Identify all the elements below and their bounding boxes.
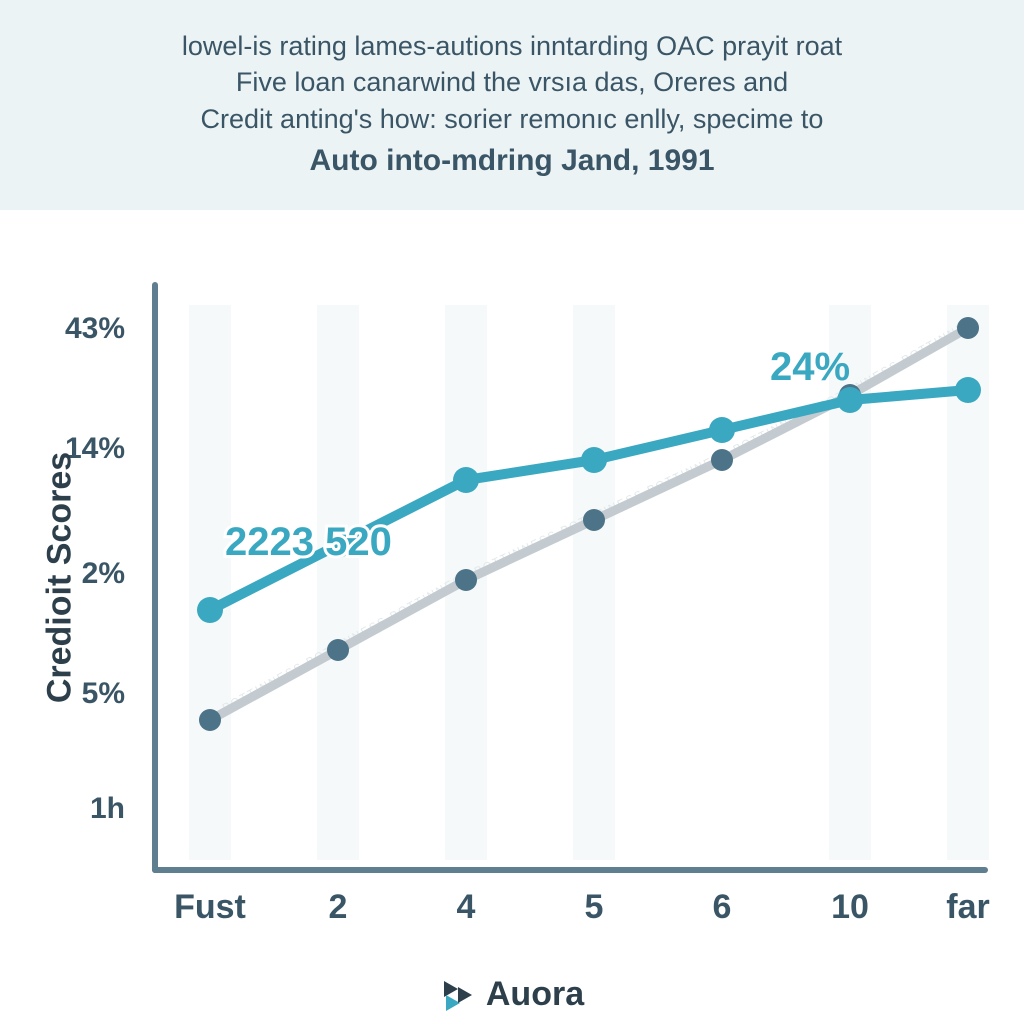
x-tick-label: 4: [457, 888, 476, 926]
chart-annotation: 24%: [770, 345, 850, 389]
grid-band: [829, 305, 871, 860]
y-tick-label: 2%: [82, 557, 125, 590]
brand-logo-icon: [440, 977, 476, 1013]
y-tick-label: 1h: [90, 792, 125, 825]
series-line-secondary: [210, 328, 968, 720]
series-marker-secondary: [199, 709, 221, 731]
x-tick-label: 10: [831, 888, 869, 926]
header-line: Five loan canarwind the vrsıa das, Orere…: [0, 64, 1024, 100]
series-marker-primary: [453, 467, 479, 493]
y-tick-label: 5%: [82, 677, 125, 710]
grid-band: [189, 305, 231, 860]
grid-band: [573, 305, 615, 860]
series-marker-primary: [837, 387, 863, 413]
grid-band: [445, 305, 487, 860]
series-marker-secondary: [839, 384, 861, 406]
chart-annotation: 2223 520: [225, 520, 392, 564]
series-marker-secondary: [455, 569, 477, 591]
y-axis-label: Credioit Scores: [41, 447, 80, 707]
header-block: lowel-is rating lames-autions inntarding…: [0, 0, 1024, 210]
footer: Auora: [0, 975, 1024, 1014]
series-marker-primary: [581, 447, 607, 473]
grid-band: [317, 305, 359, 860]
series-line-primary: [210, 390, 968, 610]
series-marker-secondary: [327, 639, 349, 661]
x-tick-label: 5: [585, 888, 604, 926]
series-marker-primary: [325, 532, 351, 558]
series-marker-secondary: [711, 449, 733, 471]
series-marker-primary: [955, 377, 981, 403]
series-marker-secondary: [583, 509, 605, 531]
y-tick-label: 43%: [65, 312, 125, 345]
header-line: Credit anting's how: sorier remonıc enll…: [0, 101, 1024, 137]
series-marker-secondary: [957, 317, 979, 339]
brand-name: Auora: [486, 975, 584, 1014]
header-bold-line: Auto into-mdring Jand, 1991: [0, 141, 1024, 182]
x-tick-label: Fust: [174, 888, 246, 926]
grid-band: [947, 305, 989, 860]
chart-annotation-outline: 2223 520: [225, 520, 392, 564]
series-marker-primary: [709, 417, 735, 443]
x-tick-label: far: [946, 888, 989, 926]
header-line: lowel-is rating lames-autions inntarding…: [0, 28, 1024, 64]
x-tick-label: 2: [329, 888, 348, 926]
series-marker-primary: [197, 597, 223, 623]
x-tick-label: 6: [713, 888, 732, 926]
brand-logo: [440, 977, 476, 1013]
